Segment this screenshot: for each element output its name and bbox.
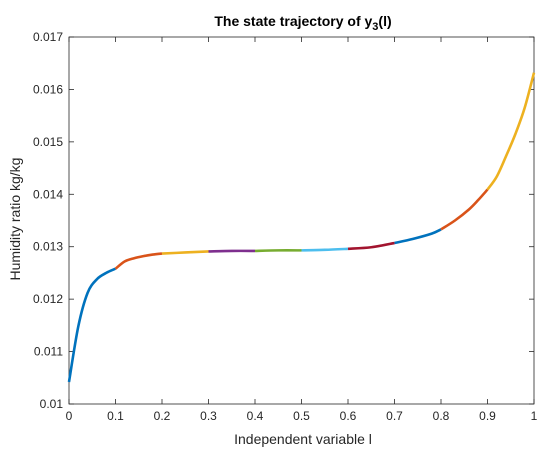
x-axis-label: Independent variable l — [234, 431, 372, 447]
x-tick-label: 0.1 — [107, 409, 124, 423]
x-tick-label: 0.8 — [433, 409, 450, 423]
series-line-9 — [440, 188, 489, 231]
series-line-6 — [301, 247, 349, 252]
x-tick-label: 0.7 — [386, 409, 403, 423]
y-tick-label: 0.016 — [33, 82, 63, 96]
x-tick-label: 0 — [66, 409, 73, 423]
y-tick-label: 0.013 — [33, 240, 63, 254]
x-tick-label: 0.9 — [479, 409, 496, 423]
series-line-4 — [208, 249, 256, 253]
x-tick-label: 0.5 — [293, 409, 310, 423]
y-tick-label: 0.014 — [33, 187, 63, 201]
plot-area: 0 0.1 0.2 0.3 0.4 0.5 0.6 0.7 0.8 0.9 1 0.01 0.011 0.… — [33, 30, 538, 423]
series-line-5 — [254, 249, 302, 253]
chart-title: The state trajectory of y3(l) — [214, 13, 391, 33]
x-tick-label: 1 — [531, 409, 538, 423]
series-line-2 — [114, 252, 163, 270]
y-tick-label: 0.011 — [34, 345, 63, 359]
y-tick-label: 0.01 — [40, 397, 64, 411]
series-line-1 — [67, 267, 117, 383]
series-line-10 — [486, 72, 536, 191]
plot-frame — [68, 36, 535, 405]
y-tick-label: 0.015 — [33, 135, 63, 149]
series-line-3 — [161, 250, 209, 255]
series-line-8 — [394, 228, 442, 245]
y-tick-label: 0.012 — [33, 292, 63, 306]
y-axis-label: Humidity ratio kg/kg — [7, 158, 23, 281]
x-tick-label: 0.3 — [200, 409, 217, 423]
series-line-7 — [347, 241, 395, 251]
x-tick-label: 0.4 — [247, 409, 264, 423]
y-tick-label: 0.017 — [33, 30, 63, 44]
x-tick-label: 0.6 — [340, 409, 357, 423]
x-tick-label: 0.2 — [154, 409, 171, 423]
